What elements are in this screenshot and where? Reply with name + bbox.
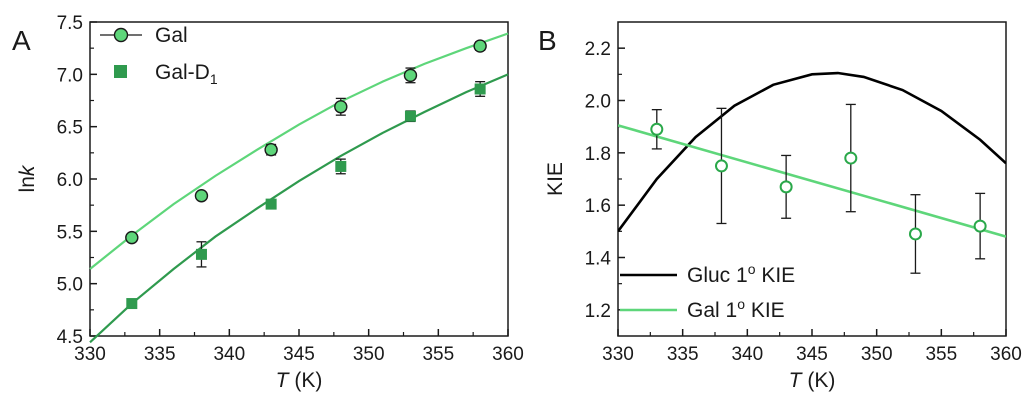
panel-a-point-gal (403, 68, 418, 83)
legend-gal-kie-label: Gal 1o KIE (687, 296, 785, 322)
legend-gal-label: Gal (155, 24, 188, 47)
legend-gal-d1-label-subscript: 1 (210, 71, 218, 87)
panel-a-point-gal-d1 (265, 198, 277, 210)
panel-b-x-axis-label-unit: (K) (802, 369, 836, 392)
panel-b-y-tick-label: 1.4 (585, 249, 612, 270)
panel-b-x-tick-label: 345 (796, 344, 828, 365)
panel-b-x-tick-label: 330 (602, 344, 634, 365)
legend-entry-gal: Gal (100, 24, 188, 47)
panel-a-point-gal (334, 100, 348, 114)
panel-b-x-tick-label: 335 (667, 344, 699, 365)
panel-a-point-gal-d1 (404, 110, 416, 122)
panel-a-y-tick-label: 5.5 (57, 222, 83, 243)
panel-a-x-tick-label: 330 (74, 344, 106, 365)
panel-a-x-tick-label: 350 (353, 344, 385, 365)
legend-gluc-kie-label-superscript: o (748, 261, 756, 277)
panel-a-point-gal-d1 (195, 248, 207, 260)
panel-a-fit-line-gal (89, 32, 509, 270)
panel-b-y-axis-label: KIE (544, 162, 567, 196)
panel-a-point-gal (264, 142, 278, 157)
panel-b-gal-kie-line (618, 124, 1006, 238)
panel-b-y-tick-label: 2.2 (585, 39, 611, 60)
legend-gluc-kie-label-suffix: KIE (756, 264, 796, 287)
panel-a-letter: A (12, 25, 31, 56)
panel-a-fit-lines (89, 32, 509, 344)
legend-gal-d1-label-main: Gal-D (155, 61, 210, 84)
panel-a-data-points (125, 39, 487, 310)
panel-a-y-tick-label: 6.5 (57, 118, 83, 139)
panel-b-kie-point (714, 159, 728, 173)
panel-b-x-axis-label: T (K) (789, 369, 836, 392)
panel-b-x-tick-label: 350 (861, 344, 893, 365)
panel-b: B 330 335 340 345 350 355 360 1.2 1.4 1.6 1.8 2.0 2.… (538, 21, 1022, 392)
panel-a-point-gal (473, 39, 487, 53)
panel-b-plot-frame (617, 21, 1007, 337)
panel-b-legend: Gluc 1o KIE Gal 1o KIE (620, 261, 795, 322)
legend-gal-marker (113, 27, 129, 43)
legend-entry-gal-d1: Gal-D1 (114, 61, 218, 87)
panel-a-point-gal (125, 230, 139, 245)
panel-b-model-lines (618, 71, 1006, 238)
panel-b-kie-point (844, 151, 858, 165)
panel-b-x-tick-label: 355 (925, 344, 957, 365)
panel-b-y-tick-label: 1.6 (585, 196, 611, 217)
panel-a-y-tick-label: 7.5 (57, 13, 83, 34)
panel-b-kie-point (973, 219, 987, 233)
panel-a-x-tick-label: 355 (422, 344, 454, 365)
panel-b-letter: B (538, 25, 557, 56)
panel-a-x-tick-label: 345 (283, 344, 315, 365)
panel-b-kie-point (908, 227, 922, 241)
panel-a-y-tick-label: 7.0 (57, 65, 83, 86)
panel-b-x-axis-label-var: T (789, 369, 804, 392)
panel-a-x-axis-label-unit: (K) (289, 369, 323, 392)
legend-gluc-kie-label-main: Gluc 1 (687, 264, 748, 287)
panel-a-point-gal-d1 (335, 160, 347, 172)
panel-a-y-axis-label-prefix: ln (16, 176, 39, 192)
panel-b-kie-point (650, 122, 664, 136)
panel-a-y-tick-label: 6.0 (57, 170, 83, 191)
panel-a-point-gal-d1 (474, 83, 486, 95)
panel-a-x-tick-label: 360 (492, 344, 524, 365)
panel-a-y-tick-label: 5.0 (57, 275, 83, 296)
panel-a-fit-line-gal-d1 (89, 73, 509, 344)
panel-a-x-axis-label: T (K) (276, 369, 323, 392)
legend-gal-d1-label: Gal-D1 (155, 61, 218, 87)
panel-a-x-tick-label: 340 (213, 344, 245, 365)
panel-b-x-tick-label: 340 (731, 344, 763, 365)
panel-a-y-tick-label: 4.5 (57, 327, 83, 348)
legend-gal-kie-label-superscript: o (737, 296, 745, 312)
panel-a-legend: Gal Gal-D1 (100, 24, 218, 87)
panel-a-y-axis-label: lnk (16, 164, 39, 192)
panel-b-kie-point (779, 180, 793, 194)
legend-entry-gal-kie: Gal 1o KIE (620, 296, 785, 322)
panel-a-x-axis-label-var: T (276, 369, 291, 392)
legend-gal-d1-marker (114, 65, 127, 78)
panel-a-point-gal-d1 (126, 298, 138, 310)
panel-b-y-tick-label: 2.0 (585, 92, 611, 113)
legend-gal-kie-label-suffix: KIE (745, 299, 785, 322)
panel-a: A 330 335 340 345 350 355 360 4.5 5.0 5.5 6.0 6.5 7.… (12, 13, 524, 392)
panel-b-y-tick-label: 1.2 (585, 301, 611, 322)
legend-gluc-kie-label: Gluc 1o KIE (687, 261, 795, 287)
legend-gal-kie-label-main: Gal 1 (687, 299, 737, 322)
panel-b-x-tick-label: 360 (990, 344, 1022, 365)
panel-b-ticks: 330 335 340 345 350 355 360 1.2 1.4 1.6 1.8 2.0 2.2 (585, 39, 1022, 365)
panel-b-y-tick-label: 1.8 (585, 144, 611, 165)
legend-entry-gluc-kie: Gluc 1o KIE (620, 261, 795, 287)
panel-a-x-tick-label: 335 (144, 344, 176, 365)
panel-a-plot-frame (89, 21, 509, 337)
panel-a-point-gal (194, 189, 209, 203)
panel-b-data-points (650, 103, 987, 274)
panel-b-gluc-kie-line (618, 71, 1006, 233)
panel-a-ticks: 330 335 340 345 350 355 360 4.5 5.0 5.5 6.0 6.5 7.0 7… (57, 13, 524, 365)
panel-a-y-axis-label-var: k (16, 164, 39, 176)
